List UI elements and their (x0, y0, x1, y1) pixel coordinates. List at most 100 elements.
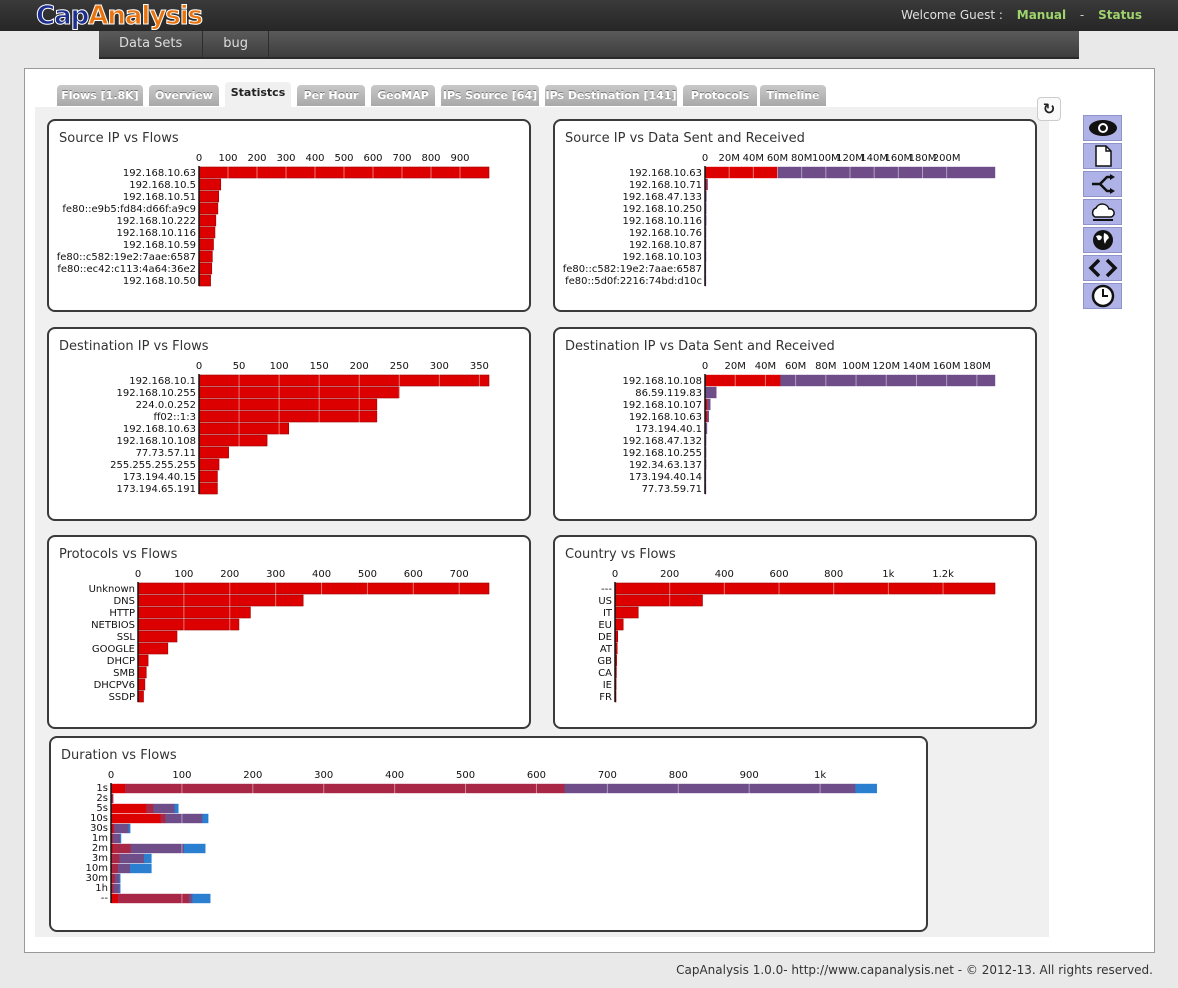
nav-item-data-sets[interactable]: Data Sets (99, 31, 204, 57)
bar[interactable] (198, 202, 219, 215)
bar[interactable] (614, 582, 996, 595)
bar-segment[interactable] (114, 823, 129, 834)
bar-segment[interactable] (112, 873, 116, 884)
bar[interactable] (137, 690, 144, 703)
bar-segment[interactable] (153, 803, 176, 814)
bar-segment[interactable] (119, 853, 145, 864)
bar-segment[interactable] (165, 813, 203, 824)
bar-segment[interactable] (144, 853, 152, 864)
bar-segment[interactable] (564, 783, 856, 794)
bar-segment[interactable] (704, 374, 781, 387)
bar-segment[interactable] (130, 843, 185, 854)
bar-segment[interactable] (119, 873, 121, 884)
bar[interactable] (198, 190, 220, 203)
status-link[interactable]: Status (1098, 8, 1142, 22)
bar-segment[interactable] (110, 813, 161, 824)
bar[interactable] (137, 654, 149, 667)
bar-segment[interactable] (113, 883, 120, 894)
bar-segment[interactable] (124, 783, 566, 794)
bar[interactable] (198, 374, 490, 387)
bar[interactable] (198, 386, 400, 399)
tab-statistics[interactable]: Statistcs (225, 82, 291, 107)
bar-segment[interactable] (117, 893, 190, 904)
bar-segment[interactable] (120, 833, 122, 844)
bar-segment[interactable] (160, 813, 166, 824)
bar-segment[interactable] (110, 893, 119, 904)
bar[interactable] (198, 458, 220, 471)
refresh-button[interactable]: ↻ (1037, 97, 1061, 121)
bar-segment[interactable] (112, 823, 115, 834)
bar[interactable] (198, 238, 214, 251)
bar[interactable] (198, 482, 218, 495)
bar[interactable] (198, 470, 218, 483)
bar[interactable] (137, 666, 147, 679)
bar-segment[interactable] (112, 863, 119, 874)
bar-segment[interactable] (174, 803, 179, 814)
bar-segment[interactable] (119, 883, 121, 894)
bar[interactable] (198, 446, 229, 459)
bar-segment[interactable] (706, 178, 708, 191)
bar[interactable] (614, 606, 639, 619)
tab-flows[interactable]: Flows [1.8K] (57, 85, 143, 106)
bar[interactable] (137, 630, 178, 643)
bar-segment[interactable] (183, 843, 206, 854)
bar-segment[interactable] (707, 410, 709, 423)
bar-segment[interactable] (192, 893, 211, 904)
bar-segment[interactable] (112, 843, 132, 854)
bar-segment[interactable] (115, 873, 120, 884)
bar-segment[interactable] (112, 833, 121, 844)
tab-overview[interactable]: Overview (149, 85, 219, 106)
bar-segment[interactable] (188, 893, 193, 904)
bar[interactable] (198, 398, 378, 411)
eye-button[interactable] (1083, 115, 1122, 141)
bar[interactable] (614, 594, 703, 607)
bar-segment[interactable] (112, 853, 120, 864)
bar[interactable] (198, 422, 290, 435)
tab-ips-destination[interactable]: IPs Destination [141] (545, 85, 677, 106)
bar-segment[interactable] (146, 803, 154, 814)
manual-link[interactable]: Manual (1016, 8, 1067, 22)
app-logo[interactable]: CapAnalysis (35, 1, 203, 31)
tab-timeline[interactable]: Timeline (760, 85, 826, 106)
bar[interactable] (137, 582, 490, 595)
bar[interactable] (137, 594, 304, 607)
protocols-button[interactable] (1083, 199, 1122, 225)
split-button[interactable] (1083, 171, 1122, 197)
bar-segment[interactable] (117, 863, 131, 874)
bar[interactable] (198, 214, 217, 227)
bar-segment[interactable] (777, 166, 996, 179)
bar[interactable] (198, 274, 211, 287)
bar[interactable] (198, 250, 213, 263)
bar-segment[interactable] (202, 813, 209, 824)
bar-segment[interactable] (110, 783, 126, 794)
bar-segment[interactable] (855, 783, 878, 794)
bar-segment[interactable] (129, 863, 152, 874)
code-button[interactable] (1083, 255, 1122, 281)
bar-segment[interactable] (704, 166, 778, 179)
tab-protocols[interactable]: Protocols (683, 85, 757, 106)
tab-geomap[interactable]: GeoMAP (371, 85, 435, 106)
nav-item-bug[interactable]: bug (203, 31, 270, 57)
bar[interactable] (614, 618, 624, 631)
globe-button[interactable] (1083, 227, 1122, 253)
bar[interactable] (137, 678, 146, 691)
bar[interactable] (198, 434, 268, 447)
bar[interactable] (137, 618, 240, 631)
document-button[interactable] (1083, 143, 1122, 169)
bar[interactable] (198, 410, 378, 423)
bar[interactable] (137, 642, 169, 655)
bar-segment[interactable] (112, 883, 115, 894)
bar-segment[interactable] (780, 374, 996, 387)
tab-ips-source[interactable]: IPs Source [64] (441, 85, 539, 106)
bar[interactable] (198, 262, 213, 275)
bar-segment[interactable] (707, 398, 711, 411)
bar-segment[interactable] (110, 803, 147, 814)
x-tick-label: 160M (933, 361, 961, 372)
clock-button[interactable] (1083, 283, 1122, 309)
tab-per-hour[interactable]: Per Hour (297, 85, 365, 106)
bar[interactable] (198, 178, 222, 191)
bar-segment[interactable] (128, 823, 131, 834)
bar-segment[interactable] (705, 386, 717, 399)
bar[interactable] (198, 226, 216, 239)
bar[interactable] (137, 606, 251, 619)
